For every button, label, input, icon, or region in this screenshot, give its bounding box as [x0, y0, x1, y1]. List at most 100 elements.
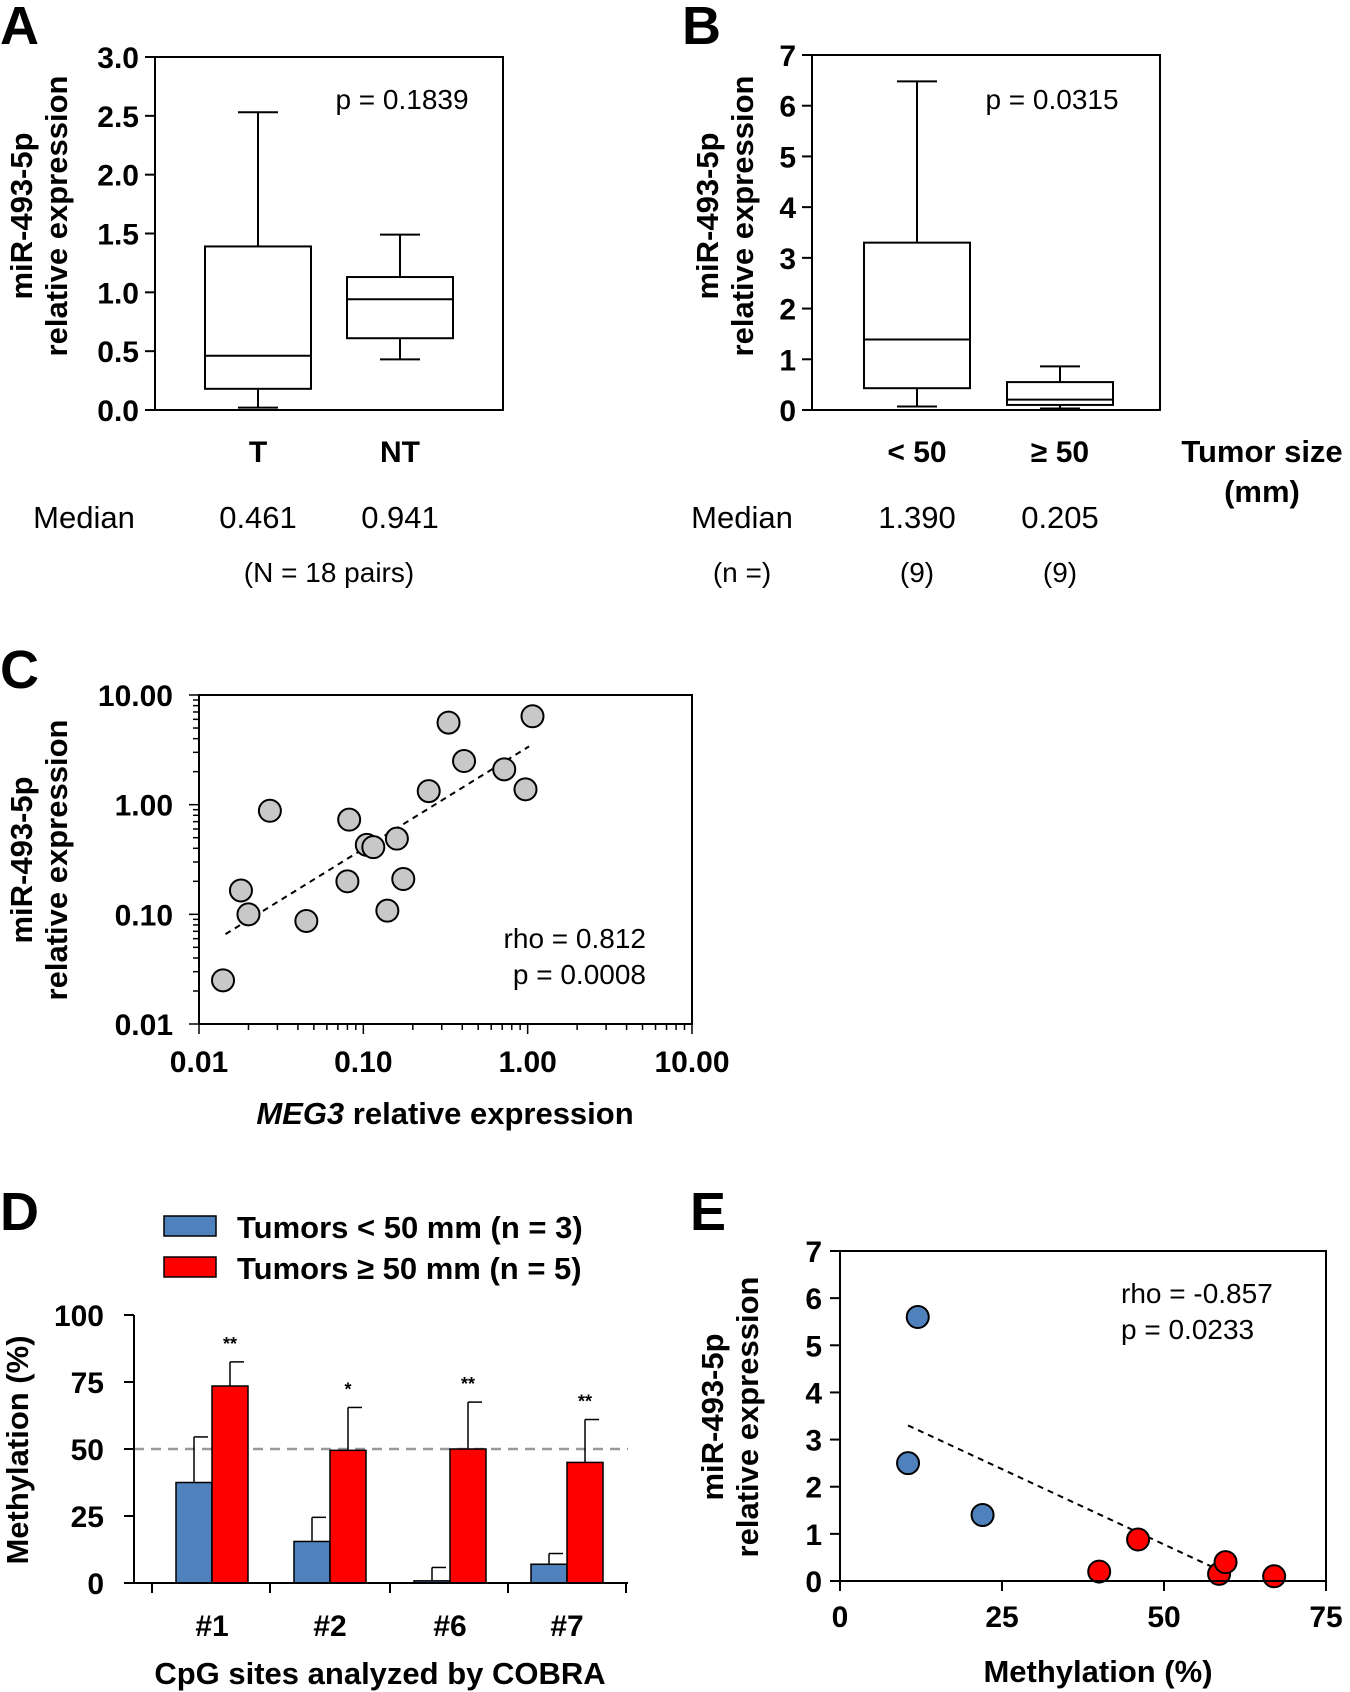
- panel-c-xlabel-gene: MEG3: [256, 1096, 344, 1131]
- panel-d-category-label: #6: [433, 1610, 466, 1643]
- panel-d-significance: **: [223, 1334, 237, 1354]
- panel-c-point: [492, 757, 517, 782]
- panel-b-median-lt50: 1.390: [878, 500, 956, 535]
- panel-e-ytick-label: 3: [805, 1425, 822, 1458]
- panel-e: miR-493-5p relative expression 012345670…: [695, 1236, 1343, 1689]
- panel-c-point: [257, 798, 282, 823]
- panel-b-ytick-label: 4: [779, 192, 796, 225]
- panel-c-pvalue: p = 0.0008: [513, 959, 646, 990]
- panel-a-ytick-label: 1.0: [97, 277, 139, 310]
- panel-a-ytick-label: 0.0: [97, 395, 139, 428]
- panel-d-bars: *** ****: [175, 1334, 604, 1584]
- panel-a-category-nt: NT: [380, 436, 420, 469]
- panel-b-n-label: (n =): [713, 557, 771, 588]
- panel-b-n-ge50: (9): [1043, 557, 1077, 588]
- panel-a-ylabel-2: relative expression: [39, 76, 74, 357]
- panel-a-category-t: T: [249, 436, 267, 469]
- panel-e-ylabel-1: miR-493-5p: [695, 1333, 730, 1500]
- panel-e-ylabel-2: relative expression: [730, 1277, 765, 1558]
- panel-a-pvalue: p = 0.1839: [335, 84, 468, 115]
- panel-e-xlabel: Methylation (%): [983, 1654, 1212, 1689]
- panel-a-ytick-label: 3.0: [97, 42, 139, 75]
- panel-c-point: [436, 710, 461, 735]
- panel-d-ytick-label: 0: [87, 1568, 104, 1601]
- panel-c: miR-493-5p relative expression 0.01 0.10 1…: [4, 680, 730, 1131]
- panel-b-box-2-iqr: [1006, 381, 1114, 406]
- panel-b-ytick-label: 3: [779, 243, 796, 276]
- panel-c-points: [211, 704, 545, 993]
- panel-c-xlabel-rest: relative expression: [344, 1096, 634, 1131]
- panel-e-point-small-tumor: [896, 1451, 921, 1476]
- panel-c-point: [335, 869, 360, 894]
- panel-letter-e: E: [690, 1182, 726, 1242]
- panel-e-trendline: [907, 1424, 1223, 1573]
- panel-e-point-large-tumor: [1213, 1550, 1238, 1575]
- panel-a-yticks: 0.0 0.5 1.0 1.5 2.0 2.5 3.0: [97, 42, 155, 428]
- panel-b-ytick-label: 7: [779, 40, 796, 73]
- panel-d-bar: [530, 1563, 568, 1584]
- panel-c-ylabel-2: relative expression: [39, 720, 74, 1001]
- panel-e-ticks: 0 1 2 3 4 5 6 7 0 25 50 75: [805, 1236, 1342, 1634]
- panel-e-point-large-tumor: [1262, 1564, 1287, 1589]
- panel-b: miR-493-5p relative expression 01234567 …: [690, 40, 1343, 588]
- panel-e-point-large-tumor: [1087, 1559, 1112, 1584]
- panel-d-bar: [449, 1448, 487, 1584]
- panel-c-point: [375, 898, 400, 923]
- panel-b-plot-frame: [811, 54, 1161, 411]
- panel-e-xtick-label: 50: [1147, 1601, 1180, 1634]
- panel-d-ytick-label: 50: [71, 1434, 104, 1467]
- panel-a-median-t: 0.461: [219, 500, 297, 535]
- panel-d-bar: [329, 1449, 367, 1584]
- panel-a: miR-493-5p relative expression 0.0 0.5 1.0…: [4, 42, 504, 588]
- panel-b-xgroup-label-2: (mm): [1224, 474, 1300, 509]
- panel-e-ytick-label: 5: [805, 1330, 822, 1363]
- panel-c-xtick-label: 1.00: [498, 1046, 556, 1079]
- panel-d-bar: [566, 1461, 604, 1584]
- panel-d-category-label: #7: [550, 1610, 583, 1643]
- panel-b-ytick-label: 2: [779, 294, 796, 327]
- panel-e-rho: rho = -0.857: [1121, 1278, 1273, 1309]
- panel-a-ytick-label: 2.0: [97, 160, 139, 193]
- panel-d-significance: **: [578, 1392, 592, 1412]
- panel-b-box-1-iqr: [863, 241, 971, 390]
- panel-b-boxes: [863, 80, 1114, 410]
- panel-e-ytick-label: 1: [805, 1519, 822, 1552]
- panel-c-plot-frame: [198, 694, 693, 1025]
- panel-d-ticks: 0 25 50 75 100 #1 #2 #6 #7: [54, 1300, 627, 1643]
- panel-b-n-lt50: (9): [900, 557, 934, 588]
- panel-e-xtick-label: 25: [985, 1601, 1018, 1634]
- panel-c-ytick-label: 1.00: [115, 790, 173, 823]
- panel-c-ytick-label: 0.01: [115, 1009, 173, 1042]
- panel-a-n-note: (N = 18 pairs): [244, 557, 414, 588]
- panel-a-median-nt: 0.941: [361, 500, 439, 535]
- panel-e-ytick-label: 0: [805, 1566, 822, 1599]
- panel-d-ylabel: Methylation (%): [0, 1335, 35, 1564]
- panel-d-category-label: #1: [195, 1610, 228, 1643]
- panel-d-bar: [293, 1540, 331, 1584]
- panel-b-category-lt50: < 50: [887, 436, 946, 469]
- panel-c-point: [228, 878, 253, 903]
- panel-c-point: [391, 866, 416, 891]
- panel-c-ytick-label: 10.00: [98, 680, 173, 713]
- panel-d-significance: **: [461, 1374, 475, 1394]
- panel-d-legend-label-ge50: Tumors ≥ 50 mm (n = 5): [237, 1251, 582, 1286]
- panel-c-point: [520, 704, 545, 729]
- panel-c-point: [452, 749, 477, 774]
- panel-c-point: [384, 826, 409, 851]
- panel-b-pvalue: p = 0.0315: [985, 84, 1118, 115]
- panel-e-ytick-label: 6: [805, 1283, 822, 1316]
- panel-letter-c: C: [0, 640, 39, 700]
- panel-c-xlabel: MEG3 relative expression: [256, 1096, 633, 1131]
- panel-d-significance: *: [344, 1379, 351, 1399]
- panel-a-ytick-label: 1.5: [97, 219, 139, 252]
- panel-d-xlabel: CpG sites analyzed by COBRA: [154, 1656, 605, 1691]
- panel-c-xtick-label: 0.01: [170, 1046, 228, 1079]
- panel-b-ylabel-1: miR-493-5p: [690, 132, 725, 299]
- panel-e-pvalue: p = 0.0233: [1121, 1314, 1254, 1345]
- panel-a-ylabel-1: miR-493-5p: [4, 132, 39, 299]
- panel-e-point-small-tumor: [905, 1305, 930, 1329]
- panel-c-ytick-label: 0.10: [115, 899, 173, 932]
- panel-e-ytick-label: 2: [805, 1472, 822, 1505]
- panel-c-point: [211, 968, 236, 993]
